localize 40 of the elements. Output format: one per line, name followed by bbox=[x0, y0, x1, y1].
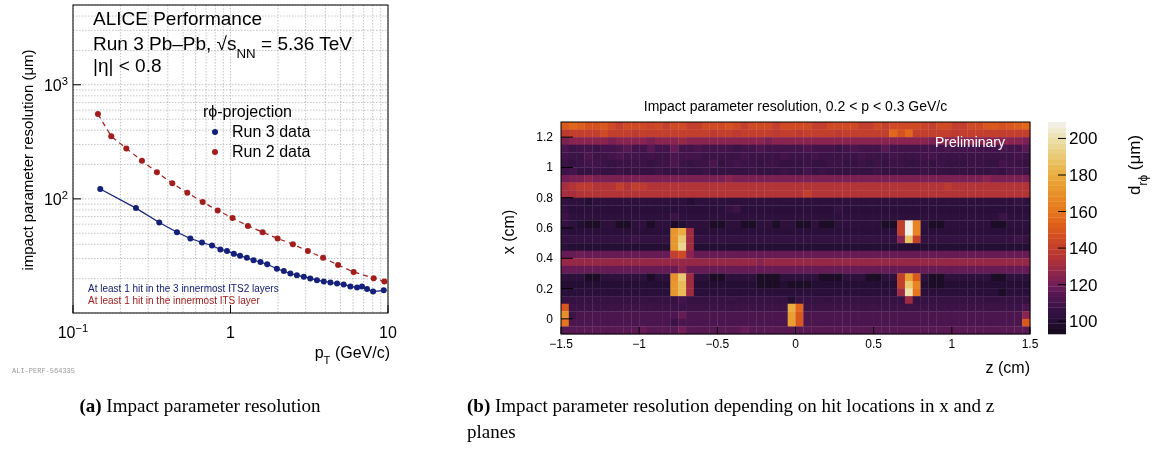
legend-label: Run 2 data bbox=[232, 143, 311, 160]
color-bar-label: 140 bbox=[1069, 239, 1098, 259]
y-axis-title: impact parameter resolution (μm) bbox=[19, 49, 36, 271]
color-bar-label: 200 bbox=[1069, 129, 1098, 149]
y-tick-label: 10$^{2}$ bbox=[43, 188, 68, 208]
y-tick-label: 0.4 bbox=[536, 251, 554, 266]
y-tick-label: 1.2 bbox=[536, 130, 554, 145]
y-tick-label: 0.6 bbox=[536, 221, 554, 235]
y-tick-label: 0 bbox=[546, 311, 554, 326]
y-tick-label: 1 bbox=[546, 160, 554, 175]
annotation: At least 1 hit in the innermost ITS layer bbox=[88, 295, 261, 306]
x-tick-label: 1 bbox=[948, 337, 956, 351]
color-bar-label: 100 bbox=[1069, 312, 1098, 332]
color-bar-label: 120 bbox=[1069, 275, 1098, 295]
x-tick-label: −1 bbox=[632, 337, 647, 351]
color-bar-label: 160 bbox=[1069, 202, 1098, 222]
x-tick-label: 10$^{−1}$ bbox=[57, 322, 89, 341]
x-tick-label: 0.5 bbox=[865, 337, 883, 351]
legend-title: rϕ-projection bbox=[203, 103, 292, 120]
y-axis-title: x (cm) bbox=[500, 209, 517, 255]
legend-label: Run 3 data bbox=[232, 123, 311, 140]
x-tick-label: −0.5 bbox=[705, 337, 730, 351]
x-axis-title: z (cm) bbox=[985, 359, 1030, 376]
y-tick-label: 0.2 bbox=[536, 281, 554, 296]
chart-title: Impact parameter resolution, 0.2 < p < 0.3 GeV/c bbox=[643, 98, 948, 114]
color-bar-label: 180 bbox=[1069, 166, 1098, 185]
x-tick-label: 10 bbox=[379, 324, 397, 341]
annotation: ALICE Performance bbox=[93, 8, 262, 29]
annotation: |η| < 0.8 bbox=[93, 55, 162, 76]
text: (b) Impact parameter resolution depending on hit locations in x and z planes bbox=[467, 395, 995, 442]
x-tick-label: 0 bbox=[792, 337, 800, 351]
x-axis-title: p$_{T}$ (GeV/c) bbox=[314, 344, 390, 366]
y-tick-label: 10$^{3}$ bbox=[43, 74, 68, 94]
annotation: Preliminary bbox=[935, 134, 1006, 150]
text: (a) Impact parameter resolution bbox=[79, 395, 322, 417]
y-tick-label: 0.8 bbox=[536, 190, 554, 205]
annotation: At least 1 hit in the 3 innermost ITS2 layers bbox=[88, 283, 279, 294]
x-tick-label: −1.5 bbox=[549, 337, 574, 351]
x-tick-label: 1 bbox=[226, 324, 236, 341]
x-tick-label: 1.5 bbox=[1021, 337, 1039, 351]
